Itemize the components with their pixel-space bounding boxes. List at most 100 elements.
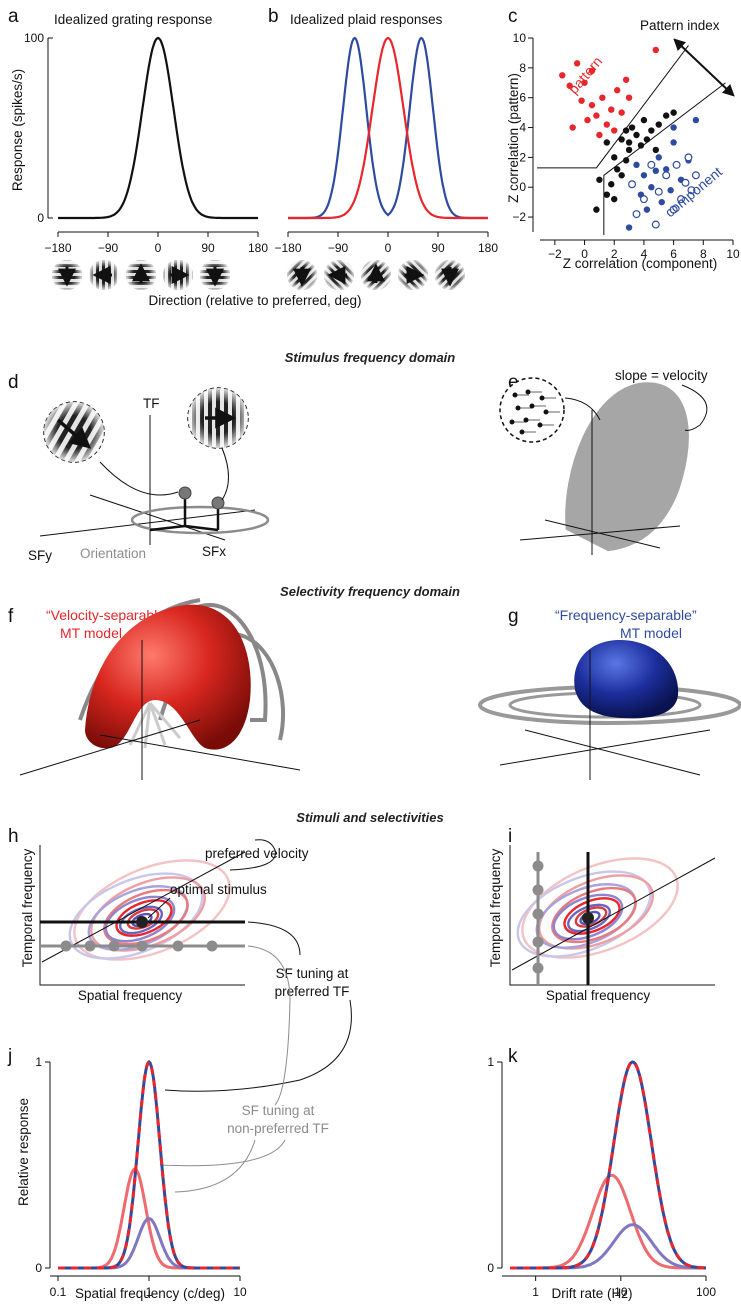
pattern-index-arrow — [673, 38, 735, 97]
xtick-label: 10 — [233, 1285, 247, 1299]
component-cell-point — [643, 206, 651, 213]
panel-a-ytick-label-0: 0 — [37, 211, 44, 225]
panel-label-b: b — [268, 6, 279, 27]
g-sfx-axis — [499, 729, 711, 766]
panel-label-a: a — [8, 6, 19, 27]
optimal-stimulus-label: optimal stimulus — [170, 882, 267, 897]
nonpreferred-stimulus-dot — [532, 962, 544, 974]
component-cell-point — [655, 154, 662, 161]
component-cell-open-point — [687, 186, 696, 195]
velocity-model-line1: “Velocity-separable” — [46, 607, 170, 623]
xtick-label: 2 — [611, 247, 618, 261]
dot — [509, 419, 515, 425]
nonpreferred-stimulus-dot — [532, 936, 544, 948]
panel-a-ytick-label-100: 100 — [24, 31, 44, 45]
pattern-boundary — [537, 45, 689, 169]
panel-i-xlabel: Spatial frequency — [546, 988, 651, 1003]
e-callout-line — [564, 397, 601, 421]
orientation-ring — [130, 505, 270, 535]
panel-b-pattern-curve — [288, 36, 488, 220]
frequency-separable-surface — [574, 640, 679, 719]
panel-b-component-curve — [288, 36, 488, 220]
component-cell-point — [625, 224, 633, 231]
pattern-cell-point — [569, 124, 576, 131]
pattern-cell-point — [578, 97, 585, 104]
unclassed-cell-point — [603, 191, 611, 198]
unclassed-cell-point — [640, 116, 648, 124]
unclassed-cell-point — [611, 195, 618, 203]
component-cell-open-point — [628, 180, 637, 189]
panel-h-ylabel: Temporal frequency — [20, 848, 35, 967]
ytick-label: 0 — [519, 180, 526, 194]
selectivity-contour — [104, 895, 176, 943]
ytick-label: 6 — [519, 91, 526, 105]
unclassed-cell-point — [603, 139, 611, 146]
ytick-label: −2 — [512, 210, 526, 224]
dot — [523, 417, 529, 423]
panel-label-e: e — [508, 372, 519, 393]
unclassed-cell-point — [622, 157, 630, 164]
tuning-curve — [58, 1059, 240, 1270]
pattern-cell-point — [625, 94, 633, 101]
selectivity-contour — [89, 876, 207, 952]
ytick-label: 1 — [35, 1055, 42, 1069]
selectivity-contour — [552, 893, 624, 941]
component-cell-point — [692, 116, 700, 124]
selectivity-contour — [115, 899, 173, 937]
xtick-label: −90 — [328, 241, 349, 255]
panel-label-d: d — [8, 372, 19, 393]
ytick-label: 1 — [487, 1055, 494, 1069]
h-velocity-line — [41, 851, 246, 963]
unclassed-cell-point — [633, 131, 640, 139]
panel-label-f: f — [8, 606, 14, 627]
selectivity-contour — [551, 886, 637, 944]
selectivity-contour — [73, 859, 231, 961]
tf-label: TF — [143, 396, 160, 411]
xtick-label: 1 — [532, 1285, 539, 1299]
unclassed-cell-point — [628, 124, 636, 131]
component-cell-point — [652, 167, 659, 175]
sfy-label: SFy — [28, 548, 52, 563]
panel-b-title: Idealized plaid responses — [290, 12, 443, 27]
tuning-curve — [510, 1060, 706, 1270]
tuning-curve — [510, 1060, 706, 1270]
callout-line-1 — [99, 461, 179, 496]
section-selectivity-frequency-domain: Selectivity frequency domain — [280, 584, 460, 599]
sf-pref-callout-top — [247, 921, 301, 956]
component-cell-open-point — [672, 160, 681, 169]
xtick-label: 180 — [248, 241, 268, 255]
panel-c-ylabel: Z correlation (pattern) — [506, 73, 521, 203]
component-cell-point — [648, 184, 655, 191]
component-cell-point — [658, 198, 665, 206]
sfx-label: SFx — [202, 544, 226, 559]
nonpreferred-stimulus-dot — [532, 860, 544, 872]
sf-pref-label-line2: preferred TF — [275, 984, 350, 999]
sf-nonpref-callout-1 — [159, 1139, 286, 1167]
xtick-label: 0.1 — [50, 1285, 67, 1299]
xtick-label: 4 — [641, 247, 648, 261]
panel-j-ylabel: Relative response — [16, 1098, 31, 1206]
ytick-label: 0 — [35, 1261, 42, 1275]
unclassed-cell-point — [593, 206, 600, 213]
g-sfy-axis — [524, 729, 701, 776]
xtick-label: −180 — [274, 241, 301, 255]
oblique-motion-arrow-icon — [56, 418, 92, 449]
optimal-stimulus-dot — [136, 916, 148, 928]
dot — [543, 409, 549, 415]
xtick-label: 0 — [581, 247, 588, 261]
i-velocity-line — [511, 857, 716, 971]
selectivity-contour — [68, 872, 204, 960]
slope-label: slope = velocity — [615, 368, 708, 383]
selectivity-contour — [563, 897, 621, 935]
selectivity-contour — [537, 874, 655, 950]
panel-label-g: g — [508, 606, 519, 627]
nonpreferred-stimulus-dot — [532, 908, 544, 920]
stimulus-point-1 — [178, 486, 192, 500]
ytick-label: 8 — [519, 61, 526, 75]
unclassed-cell-point — [643, 136, 651, 143]
velocity-model-line2: MT model — [60, 625, 122, 641]
pattern-cell-point — [566, 82, 573, 89]
selectivity-contour — [118, 905, 164, 935]
unclassed-cell-point — [637, 142, 645, 149]
xtick-label: 180 — [478, 241, 498, 255]
